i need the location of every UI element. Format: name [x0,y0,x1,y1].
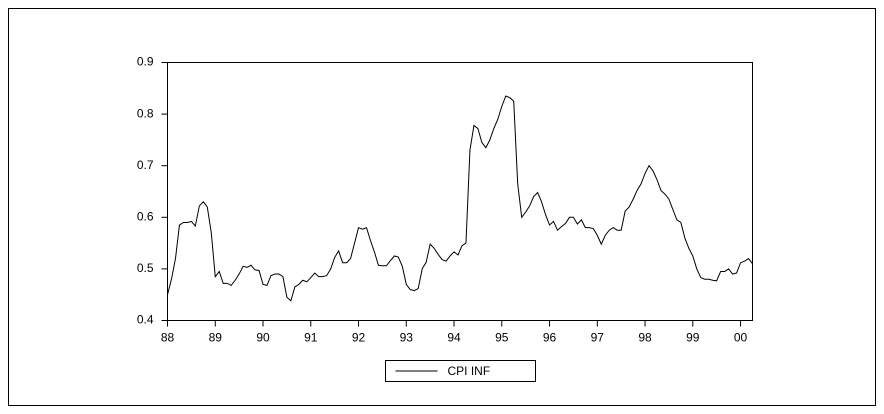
y-tick-label: 0.5 [137,261,154,275]
legend-label: CPI INF [448,364,491,378]
x-tick-label: 99 [686,331,700,345]
legend-box [385,360,536,382]
x-tick-label: 94 [447,331,461,345]
y-tick-label: 0.6 [137,209,154,223]
frame [8,8,876,406]
plot-area [167,62,753,321]
x-tick-label: 88 [161,331,175,345]
y-tick-label: 0.7 [137,158,154,172]
x-tick-label: 00 [734,331,748,345]
x-tick-label: 91 [304,331,318,345]
y-tick-label: 0.8 [137,106,154,120]
x-tick-label: 97 [591,331,605,345]
x-tick-label: 90 [256,331,270,345]
x-tick-label: 96 [543,331,557,345]
y-tick-label: 0.9 [137,55,154,69]
x-tick-label: 93 [400,331,414,345]
y-tick-label: 0.4 [137,313,154,327]
x-tick-label: 92 [352,331,366,345]
x-tick-label: 89 [209,331,223,345]
data-line [167,95,753,302]
x-tick-label: 95 [495,331,509,345]
x-tick-label: 98 [638,331,652,345]
